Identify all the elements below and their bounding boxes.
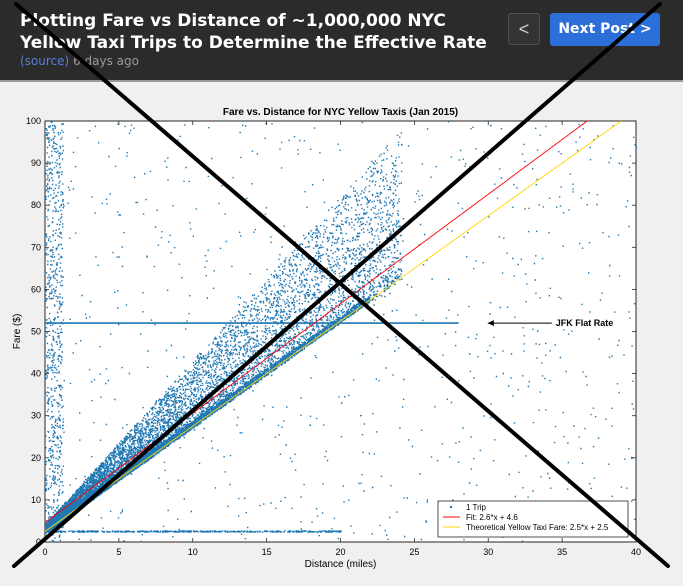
x-tick-label: 10 (188, 547, 198, 557)
x-tick-label: 15 (262, 547, 272, 557)
y-tick-label: 40 (31, 369, 41, 379)
post-header: Plotting Fare vs Distance of ~1,000,000 … (0, 0, 683, 80)
post-meta: (source) 6 days ago (20, 54, 139, 68)
x-tick-label: 5 (116, 547, 121, 557)
y-tick-label: 60 (31, 284, 41, 294)
jfk-annotation: JFK Flat Rate (556, 318, 614, 328)
legend-entry-fit: Fit: 2.6*x + 4.6 (466, 513, 518, 522)
figure-frame: 0 5 10 15 20 25 30 35 40 0 10 20 30 40 50 60 70 80 90 100 F… (0, 80, 683, 586)
source-link[interactable]: (source) (20, 54, 70, 68)
y-tick-label: 20 (31, 453, 41, 463)
post-title[interactable]: Plotting Fare vs Distance of ~1,000,000 … (20, 11, 487, 53)
y-tick-label: 100 (26, 116, 41, 126)
y-tick-label: 50 (31, 327, 41, 337)
x-tick-label: 30 (483, 547, 493, 557)
legend-entry-scatter: 1 Trip (466, 503, 487, 512)
y-tick-label: 10 (31, 495, 41, 505)
legend-entry-theoretical: Theoretical Yellow Taxi Fare: 2.5*x + 2.… (466, 523, 609, 532)
x-tick-label: 25 (409, 547, 419, 557)
y-tick-label: 70 (31, 242, 41, 252)
y-tick-label: 90 (31, 158, 41, 168)
chart-title: Fare vs. Distance for NYC Yellow Taxis (… (223, 107, 458, 118)
x-axis-label: Distance (miles) (305, 559, 377, 570)
plot-area (44, 120, 637, 543)
y-tick-label: 80 (31, 200, 41, 210)
y-axis-label: Fare ($) (12, 314, 23, 350)
y-tick-label: 30 (31, 411, 41, 421)
scatter-chart: 0 5 10 15 20 25 30 35 40 0 10 20 30 40 50 60 70 80 90 100 F… (0, 82, 683, 586)
x-tick-label: 40 (631, 547, 641, 557)
y-tick-label: 0 (36, 537, 41, 547)
x-tick-label: 20 (335, 547, 345, 557)
legend: 1 Trip Fit: 2.6*x + 4.6 Theoretical Yell… (437, 500, 629, 538)
x-tick-label: 0 (42, 547, 47, 557)
x-tick-label: 35 (557, 547, 567, 557)
next-post-button[interactable]: Next Post > (550, 13, 660, 46)
post-age: 6 days ago (73, 54, 139, 68)
previous-post-button[interactable]: < (508, 13, 540, 45)
legend-marker-scatter (449, 505, 453, 509)
